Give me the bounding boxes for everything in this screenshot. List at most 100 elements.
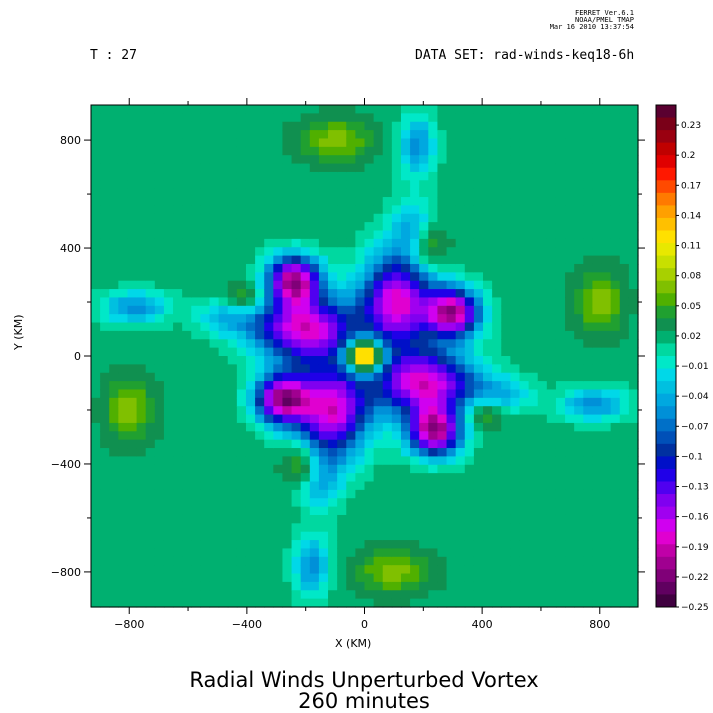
- heatmap-cell: [273, 339, 284, 349]
- heatmap-cell: [245, 414, 256, 424]
- heatmap-cell: [191, 238, 201, 248]
- heatmap-cell: [127, 456, 138, 466]
- heatmap-cell: [282, 414, 293, 424]
- heatmap-cell: [91, 489, 101, 499]
- heatmap-cell: [91, 422, 101, 432]
- heatmap-cell: [574, 138, 584, 148]
- heatmap-cell: [328, 514, 338, 524]
- heatmap-cell: [209, 414, 220, 424]
- heatmap-cell: [364, 180, 375, 190]
- heatmap-cell: [127, 230, 138, 240]
- heatmap-cell: [209, 289, 220, 299]
- heatmap-cell: [163, 205, 174, 215]
- colorbar-swatch: [656, 343, 676, 357]
- heatmap-cell: [218, 222, 229, 232]
- heatmap-cell: [583, 255, 594, 265]
- heatmap-cell: [419, 314, 429, 324]
- heatmap-cell: [245, 397, 256, 407]
- heatmap-cell: [391, 356, 402, 365]
- heatmap-cell: [510, 130, 521, 140]
- heatmap-cell: [91, 230, 101, 240]
- heatmap-cell: [355, 523, 366, 533]
- heatmap-cell: [565, 456, 575, 466]
- heatmap-cell: [163, 230, 174, 240]
- heatmap-cell: [218, 138, 229, 148]
- heatmap-cell: [127, 523, 138, 533]
- heatmap-cell: [318, 213, 329, 223]
- heatmap-cell: [236, 514, 247, 524]
- heatmap-cell: [127, 540, 138, 550]
- heatmap-cell: [492, 213, 502, 223]
- heatmap-cell: [382, 406, 393, 416]
- heatmap-cell: [236, 473, 247, 483]
- colorbar-swatch: [656, 318, 676, 332]
- heatmap-cell: [136, 439, 147, 449]
- heatmap-cell: [236, 238, 247, 248]
- heatmap-cell: [91, 598, 101, 608]
- heatmap-cell: [410, 230, 420, 240]
- heatmap-cell: [382, 330, 393, 340]
- heatmap-cell: [437, 590, 448, 600]
- heatmap-cell: [318, 263, 329, 273]
- heatmap-cell: [391, 289, 402, 299]
- heatmap-cell: [565, 347, 575, 357]
- heatmap-cell: [318, 548, 329, 558]
- heatmap-cell: [136, 531, 147, 541]
- heatmap-cell: [546, 397, 557, 407]
- heatmap-cell: [364, 171, 375, 181]
- heatmap-cell: [300, 171, 311, 181]
- heatmap-cell: [437, 498, 448, 508]
- heatmap-cell: [337, 481, 347, 491]
- heatmap-cell: [473, 540, 484, 550]
- heatmap-cell: [464, 113, 475, 123]
- heatmap-cell: [437, 473, 448, 483]
- heatmap-cell: [483, 556, 493, 566]
- heatmap-cell: [464, 364, 475, 374]
- heatmap-cell: [400, 540, 411, 550]
- heatmap-cell: [610, 448, 621, 457]
- heatmap-cell: [565, 481, 575, 491]
- heatmap-cell: [236, 439, 247, 449]
- heatmap-cell: [300, 322, 311, 332]
- heatmap-cell: [400, 431, 411, 441]
- heatmap-cell: [437, 565, 448, 575]
- heatmap-cell: [565, 406, 575, 416]
- heatmap-cell: [218, 448, 229, 457]
- heatmap-cell: [346, 581, 356, 591]
- heatmap-cell: [109, 255, 119, 265]
- heatmap-cell: [236, 297, 247, 307]
- heatmap-cell: [555, 347, 566, 357]
- heatmap-cell: [127, 506, 138, 516]
- heatmap-cell: [227, 389, 238, 399]
- heatmap-cell: [400, 238, 411, 248]
- heatmap-cell: [574, 397, 584, 407]
- heatmap-cell: [173, 356, 183, 365]
- heatmap-cell: [419, 121, 429, 131]
- heatmap-cell: [400, 498, 411, 508]
- heatmap-cell: [282, 280, 293, 290]
- heatmap-cell: [300, 146, 311, 156]
- heatmap-cell: [464, 180, 475, 190]
- heatmap-cell: [182, 180, 192, 190]
- heatmap-cell: [209, 573, 220, 583]
- heatmap-cell: [510, 397, 521, 407]
- heatmap-cell: [546, 573, 557, 583]
- heatmap-cell: [428, 506, 439, 516]
- heatmap-cell: [400, 464, 411, 474]
- heatmap-cell: [382, 230, 393, 240]
- heatmap-cell: [537, 598, 548, 608]
- heatmap-cell: [182, 238, 192, 248]
- heatmap-cell: [391, 406, 402, 416]
- heatmap-cell: [619, 590, 630, 600]
- heatmap-cell: [318, 456, 329, 466]
- heatmap-cell: [163, 305, 174, 315]
- heatmap-cell: [273, 263, 284, 273]
- heatmap-cell: [446, 381, 457, 391]
- heatmap-cell: [109, 422, 119, 432]
- heatmap-cell: [583, 556, 594, 566]
- heatmap-cell: [519, 113, 530, 123]
- heatmap-cell: [437, 381, 448, 391]
- heatmap-cell: [127, 473, 138, 483]
- heatmap-cell: [300, 247, 311, 257]
- heatmap-cell: [182, 397, 192, 407]
